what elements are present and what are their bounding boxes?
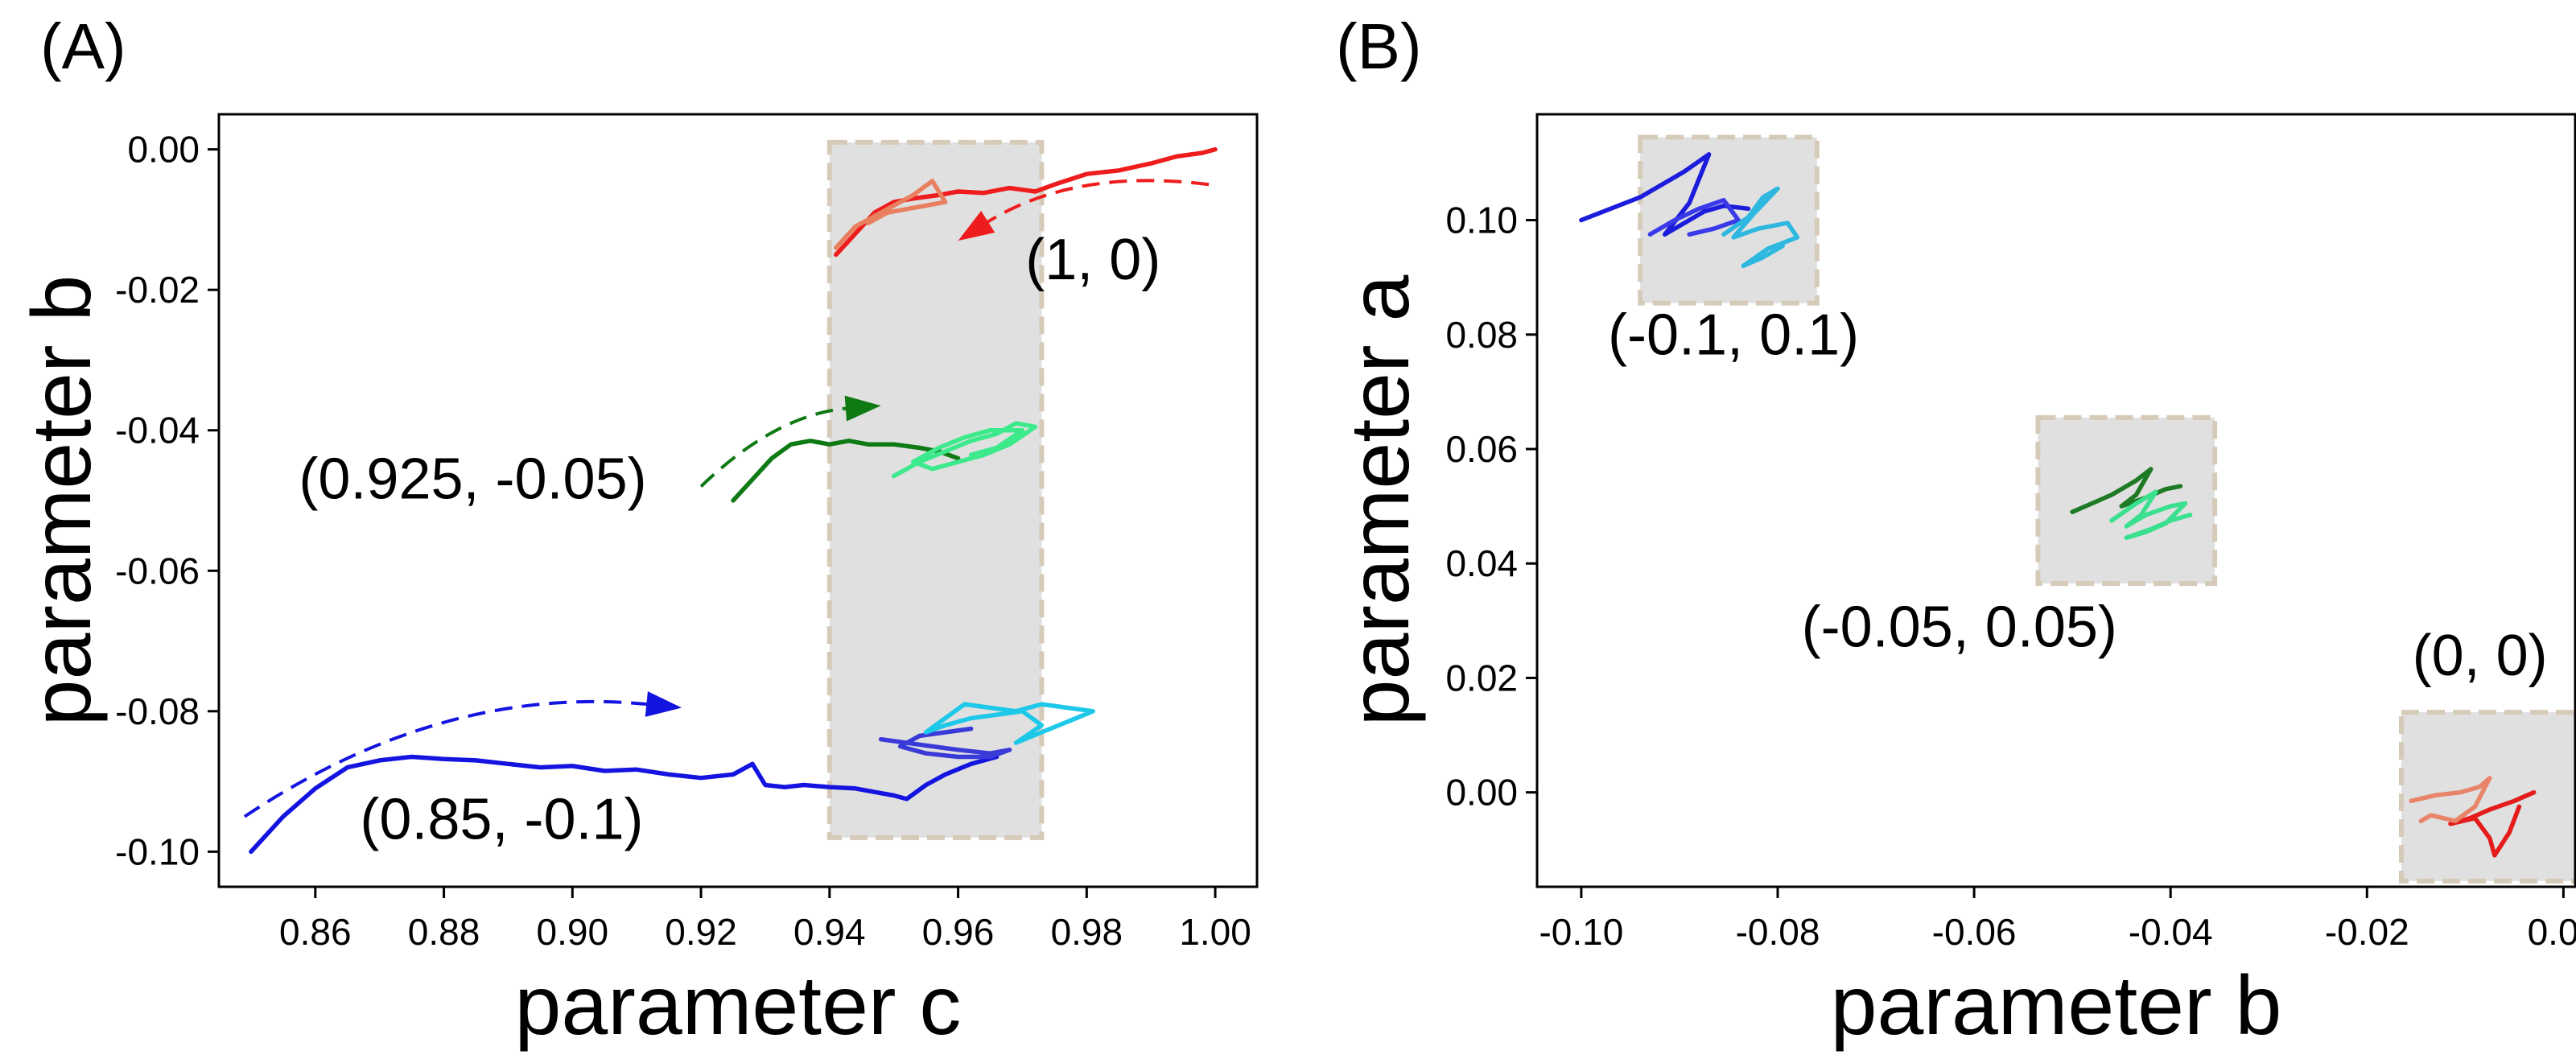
panel-a-y-axis-label: parameter b	[15, 275, 109, 727]
panel-a-x-tick-label: 1.00	[1179, 911, 1251, 953]
panel-b-annotations: (-0.1, 0.1) (-0.05, 0.05) (0, 0)	[1608, 303, 2548, 688]
panel-a-y-tick-label: 0.00	[127, 129, 200, 171]
panel-a-label: (A)	[40, 10, 126, 82]
panel-a-x-tick-label: 0.98	[1051, 911, 1123, 953]
panel-a-x-tick-label: 0.94	[793, 911, 866, 953]
panel-b-y-tick-label: 0.06	[1445, 428, 1518, 470]
panel-a-x-ticks: 0.86 0.88 0.90 0.92 0.94 0.96 0.98 1.00	[279, 887, 1251, 953]
panel-b-y-tick-label: 0.04	[1445, 542, 1518, 584]
panel-b-x-ticks: -0.10 -0.08 -0.06 -0.04 -0.02 0.00	[1539, 887, 2576, 953]
panel-b-series-line-2	[1721, 186, 1800, 269]
panel-a-series-line-2	[731, 439, 961, 503]
panel-a-x-tick-label: 0.96	[922, 911, 995, 953]
panel-a-y-tick-label: -0.08	[115, 690, 200, 732]
panel-b-y-tick-label: 0.08	[1445, 314, 1518, 356]
panel-a-y-tick-label: -0.04	[115, 410, 200, 451]
panel-a-y-tick-label: -0.10	[115, 830, 200, 872]
panel-b-x-tick-label: -0.04	[2129, 911, 2213, 953]
panel-a-series-line-4	[249, 754, 999, 855]
panel-a-series-line-1	[834, 179, 948, 250]
panel-a-x-tick-label: 0.86	[279, 911, 352, 953]
panel-a-trajectory-arrow-2	[243, 699, 650, 818]
panel-a-y-tick-label: -0.02	[115, 269, 200, 311]
panel-b-y-tick-label: 0.10	[1445, 200, 1518, 241]
panel-b-y-tick-label: 0.02	[1445, 657, 1518, 698]
panel-a-trajectory-arrow-1	[699, 406, 850, 488]
panel-a-y-tick-label: -0.06	[115, 550, 200, 591]
panel-b-point-annotation: (0, 0)	[2413, 624, 2548, 688]
panel-a-x-tick-label: 0.92	[665, 911, 737, 953]
panel-a-arrows	[243, 179, 1210, 818]
panel-b-x-tick-label: -0.10	[1539, 911, 1623, 953]
panel-b-series-line-1	[1647, 197, 1741, 237]
panel-a-series-line-3	[891, 421, 1038, 479]
panel-a-shaded-region	[826, 139, 1045, 840]
panel-a-x-tick-label: 0.88	[408, 911, 480, 953]
panel-a: (A) 0.86 0.88 0.90 0.92 0.94 0.96 0.98 1.00 0.0…	[15, 10, 1259, 1053]
panel-a-point-annotation: (0.85, -0.1)	[360, 788, 643, 852]
panel-a-y-ticks: 0.00 -0.02 -0.04 -0.06 -0.08 -0.10	[115, 129, 219, 872]
panel-b-series-line-0	[1579, 152, 1751, 237]
panel-a-arrowhead-0	[958, 210, 995, 241]
panel-a-point-annotation: (0.925, -0.05)	[299, 447, 646, 511]
panel-a-arrowhead-2	[645, 691, 682, 717]
panel-a-point-annotation: (1, 0)	[1025, 228, 1160, 292]
panel-a-series	[249, 146, 1218, 855]
panel-b-y-tick-label: 0.00	[1445, 772, 1518, 814]
panel-b-y-ticks: 0.10 0.08 0.06 0.04 0.02 0.00	[1445, 200, 1537, 814]
panel-a-series-line-6	[923, 702, 1096, 745]
panel-a-series-line-5	[878, 726, 1012, 760]
panel-a-x-tick-label: 0.90	[537, 911, 609, 953]
panel-b-series-line-5	[2448, 789, 2537, 858]
panel-b-shaded-region	[1638, 134, 1820, 306]
panel-b-x-tick-label: -0.08	[1736, 911, 1820, 953]
panel-b-point-annotation: (-0.1, 0.1)	[1608, 303, 1859, 368]
panel-a-arrowhead-1	[844, 395, 881, 422]
panel-b-x-tick-label: -0.02	[2325, 911, 2409, 953]
panel-b-series-line-6	[2409, 776, 2492, 823]
panel-b-point-annotation: (-0.05, 0.05)	[1802, 595, 2117, 659]
panel-a-trajectory-arrow-0	[983, 179, 1210, 225]
panel-a-x-axis-label: parameter c	[515, 959, 962, 1053]
panel-b-label: (B)	[1336, 10, 1422, 82]
panel-a-annotations: (1, 0) (0.925, -0.05) (0.85, -0.1)	[299, 228, 1160, 852]
panel-b-x-tick-label: -0.06	[1932, 911, 2017, 953]
panel-b-series	[1579, 152, 2537, 858]
panel-b-x-tick-label: 0.00	[2528, 911, 2576, 953]
panel-b-y-axis-label: parameter a	[1333, 274, 1427, 726]
panel-b-x-axis-label: parameter b	[1831, 959, 2282, 1053]
panel-b: (B) -0.10-0.08-0.06-0.04-0.020.00 0.100.…	[1333, 10, 2576, 1053]
panel-a-axes-frame	[217, 113, 1259, 888]
panel-b-series-line-4	[2109, 489, 2193, 540]
panel-b-axes-frame	[1535, 113, 2576, 888]
panel-a-shaded-regions	[826, 139, 1045, 840]
